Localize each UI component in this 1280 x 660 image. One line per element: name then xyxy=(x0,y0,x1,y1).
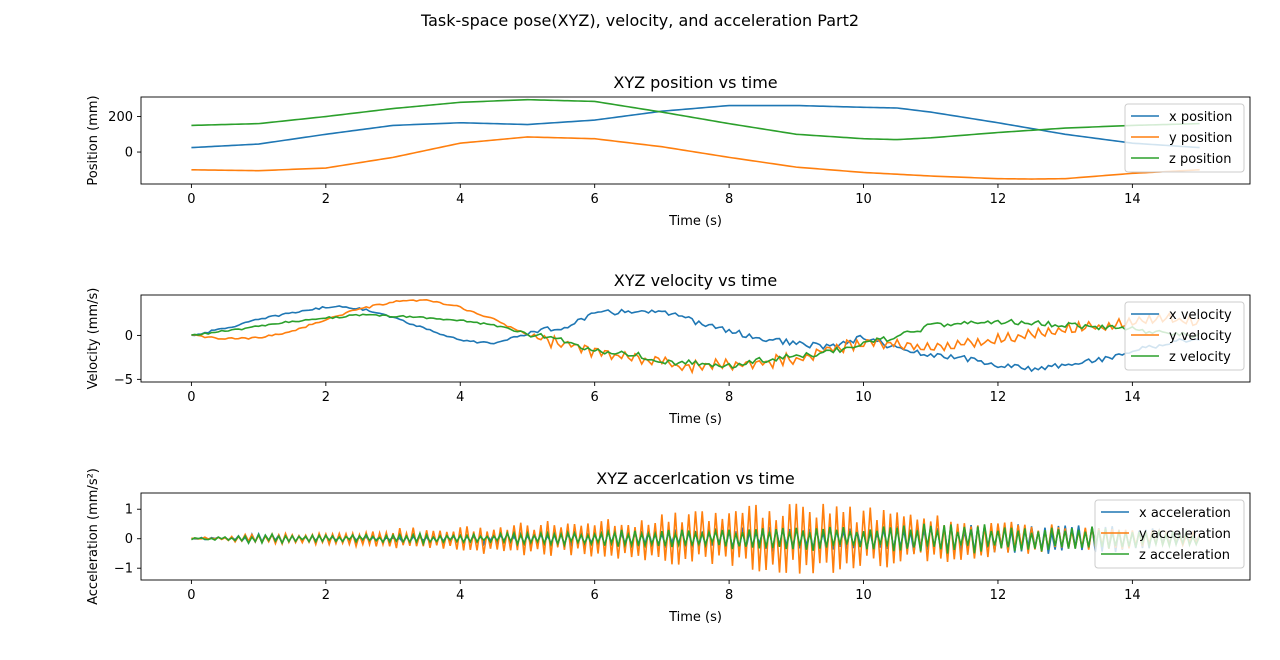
x-tick-label: 10 xyxy=(855,192,872,207)
y-axis-label: Acceleration (mm/s²) xyxy=(86,468,101,605)
axes-frame xyxy=(140,492,1251,581)
x-tick-label: 0 xyxy=(187,588,195,603)
legend-label-x: x position xyxy=(1169,110,1232,125)
x-tick-label: 4 xyxy=(456,390,464,405)
legend-box xyxy=(1094,499,1245,569)
x-tick-label: 6 xyxy=(591,588,599,603)
series-line-z xyxy=(191,313,1201,369)
x-tick-label: 10 xyxy=(855,390,872,405)
legend-label-z: z position xyxy=(1169,152,1231,167)
x-tick-label: 2 xyxy=(322,588,330,603)
x-axis-label: Time (s) xyxy=(668,610,722,625)
y-tick-label: 200 xyxy=(108,110,133,125)
legend-label-z: z acceleration xyxy=(1139,548,1230,563)
x-tick-label: 8 xyxy=(725,588,733,603)
x-tick-label: 14 xyxy=(1124,192,1141,207)
y-tick-label: −5 xyxy=(114,373,133,388)
x-tick-label: 14 xyxy=(1124,588,1141,603)
axes-frame xyxy=(140,96,1251,185)
legend-box xyxy=(1124,301,1245,371)
subplot-title: XYZ accerlcation vs time xyxy=(596,469,794,488)
legend-label-x: x acceleration xyxy=(1139,506,1231,521)
x-tick-label: 8 xyxy=(725,192,733,207)
y-tick-label: 0 xyxy=(125,146,133,161)
x-tick-label: 10 xyxy=(855,588,872,603)
y-tick-label: −1 xyxy=(114,562,133,577)
x-tick-label: 0 xyxy=(187,390,195,405)
x-tick-label: 4 xyxy=(456,192,464,207)
series-line-z xyxy=(191,98,1200,141)
x-tick-label: 12 xyxy=(990,588,1007,603)
x-tick-label: 4 xyxy=(456,588,464,603)
series-line-y xyxy=(191,503,1201,574)
series-line-x xyxy=(191,305,1200,373)
legend-label-y: y acceleration xyxy=(1139,527,1231,542)
y-axis-label: Position (mm) xyxy=(86,95,101,185)
series-line-x xyxy=(191,104,1200,149)
x-tick-label: 2 xyxy=(322,192,330,207)
y-tick-label: 1 xyxy=(125,503,133,518)
axes-frame xyxy=(140,294,1251,383)
x-tick-label: 12 xyxy=(990,390,1007,405)
y-tick-label: 0 xyxy=(125,532,133,547)
legend-label-y: y position xyxy=(1169,131,1232,146)
x-axis-label: Time (s) xyxy=(668,214,722,229)
x-tick-label: 0 xyxy=(187,192,195,207)
subplot-1: XYZ position vs time 0 2 4 6 8 10 12 14 0 200 Time … xyxy=(86,73,1251,229)
figure-title: Task-space pose(XYZ), velocity, and acce… xyxy=(420,11,859,30)
y-tick-label: 0 xyxy=(125,329,133,344)
x-tick-label: 8 xyxy=(725,390,733,405)
subplot-2: XYZ velocity vs time 0 2 4 6 8 10 12 14 −5 0 Time (… xyxy=(86,271,1251,427)
series-line-y xyxy=(191,136,1200,180)
x-tick-label: 12 xyxy=(990,192,1007,207)
subplot-title: XYZ position vs time xyxy=(613,73,777,92)
legend: x velocity y velocity z velocity xyxy=(1124,301,1245,371)
x-axis-label: Time (s) xyxy=(668,412,722,427)
series-line-z xyxy=(191,523,1201,554)
subplot-3: XYZ accerlcation vs time 0 2 4 6 8 10 12 14 −1 0 1 T… xyxy=(86,468,1251,625)
legend: x position y position z position xyxy=(1124,103,1245,173)
legend-label-y: y velocity xyxy=(1169,329,1232,344)
legend-box xyxy=(1124,103,1245,173)
legend-label-x: x velocity xyxy=(1169,308,1232,323)
legend: x acceleration y acceleration z accelerati… xyxy=(1094,499,1245,569)
x-tick-label: 6 xyxy=(591,390,599,405)
x-tick-label: 6 xyxy=(591,192,599,207)
x-tick-label: 2 xyxy=(322,390,330,405)
legend-label-z: z velocity xyxy=(1169,350,1231,365)
y-axis-label: Velocity (mm/s) xyxy=(86,288,101,390)
x-tick-label: 14 xyxy=(1124,390,1141,405)
subplot-title: XYZ velocity vs time xyxy=(614,271,777,290)
